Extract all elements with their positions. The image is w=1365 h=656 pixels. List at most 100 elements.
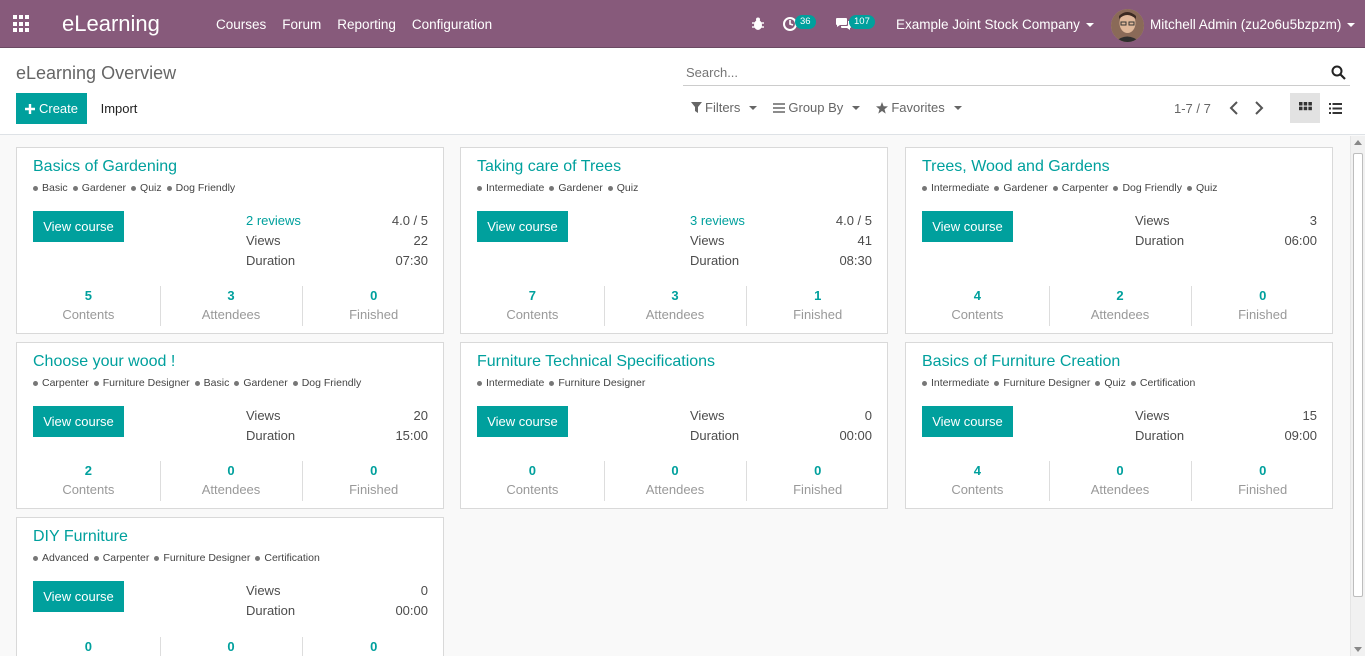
user-menu[interactable]: Mitchell Admin (zu2o6u5bzpzm): [1150, 17, 1356, 32]
views-label: Views: [1135, 408, 1170, 423]
company-switcher[interactable]: Example Joint Stock Company: [896, 17, 1094, 32]
contents-label: Contents: [951, 307, 1004, 322]
attendees-label: Attendees: [201, 482, 261, 497]
course-card[interactable]: Furniture Technical Specifications Inter…: [460, 342, 888, 509]
pager-next-icon[interactable]: [1253, 101, 1265, 115]
pager-previous-icon[interactable]: [1228, 101, 1240, 115]
activity-count-badge: 36: [795, 15, 816, 29]
search-options: Filters Group By Favorites: [691, 100, 978, 115]
apps-menu-icon[interactable]: [13, 15, 31, 33]
course-title[interactable]: DIY Furniture: [33, 528, 128, 545]
duration-label: Duration: [246, 603, 296, 618]
course-card[interactable]: Choose your wood ! Carpenter Furniture De…: [16, 342, 444, 509]
course-tag: Carpenter: [1053, 182, 1109, 194]
view-course-button[interactable]: View course: [922, 211, 1013, 242]
messages-chat-icon[interactable]: [835, 17, 852, 32]
view-course-button[interactable]: View course: [922, 406, 1013, 437]
contents-count: 5: [84, 288, 92, 303]
list-view-button[interactable]: [1320, 93, 1350, 123]
course-tag: Carpenter: [94, 552, 150, 564]
reviews-link[interactable]: 2 reviews: [246, 213, 301, 228]
attendees-counter[interactable]: 2 Attendees: [1048, 286, 1192, 326]
course-tag: Quiz: [1187, 182, 1218, 194]
rating-value: 4.0 / 5: [835, 213, 872, 228]
attendees-counter[interactable]: 3 Attendees: [159, 286, 303, 326]
course-title[interactable]: Choose your wood !: [33, 353, 176, 370]
course-card[interactable]: Taking care of Trees Intermediate Gardene…: [460, 147, 888, 334]
course-title[interactable]: Trees, Wood and Gardens: [922, 158, 1110, 175]
course-tag: Furniture Designer: [154, 552, 250, 564]
search-bar: [683, 60, 1350, 86]
course-title[interactable]: Basics of Gardening: [33, 158, 178, 175]
favorites-dropdown[interactable]: Favorites: [876, 100, 962, 115]
course-title[interactable]: Furniture Technical Specifications: [477, 353, 716, 370]
scroll-up-arrow-icon[interactable]: [1354, 140, 1362, 145]
course-tag: Gardener: [73, 182, 126, 194]
contents-counter[interactable]: 4 Contents: [906, 286, 1049, 326]
contents-count: 7: [528, 288, 536, 303]
attendees-counter[interactable]: 3 Attendees: [603, 286, 747, 326]
search-input[interactable]: [683, 60, 1283, 84]
user-avatar[interactable]: [1111, 9, 1144, 42]
view-course-button[interactable]: View course: [33, 406, 124, 437]
pager-value[interactable]: 1-7 / 7: [1174, 101, 1211, 116]
view-course-button[interactable]: View course: [477, 211, 568, 242]
filters-dropdown[interactable]: Filters: [691, 100, 758, 115]
course-tag: Dog Friendly: [167, 182, 236, 194]
course-card[interactable]: Basics of Furniture Creation Intermediat…: [905, 342, 1333, 509]
course-title[interactable]: Basics of Furniture Creation: [922, 353, 1121, 370]
app-brand[interactable]: eLearning: [62, 11, 160, 36]
contents-counter[interactable]: 2 Contents: [17, 461, 160, 501]
scroll-down-arrow-icon[interactable]: [1354, 647, 1362, 652]
view-course-button[interactable]: View course: [33, 211, 124, 242]
view-course-button[interactable]: View course: [33, 581, 124, 612]
user-name: Mitchell Admin (zu2o6u5bzpzm): [1150, 17, 1342, 32]
search-icon[interactable]: [1331, 65, 1346, 80]
create-button[interactable]: Create: [16, 93, 87, 124]
import-button[interactable]: Import: [92, 93, 146, 124]
views-label: Views: [246, 583, 281, 598]
views-value: 3: [1309, 213, 1317, 228]
course-counters: 4 Contents 0 Attendees 0 Finished: [906, 461, 1334, 501]
kanban-view-button[interactable]: [1290, 93, 1320, 123]
chevron-down-icon: [749, 105, 758, 110]
menu-item-courses[interactable]: Courses: [216, 17, 267, 32]
contents-counter[interactable]: 7 Contents: [461, 286, 604, 326]
groupby-dropdown[interactable]: Group By: [773, 100, 861, 115]
finished-counter[interactable]: 1 Finished: [746, 286, 889, 326]
contents-counter[interactable]: 5 Contents: [17, 286, 160, 326]
course-title[interactable]: Taking care of Trees: [477, 158, 622, 175]
contents-counter[interactable]: 4 Contents: [906, 461, 1049, 501]
course-tag: Intermediate: [477, 377, 544, 389]
contents-label: Contents: [62, 482, 115, 497]
finished-label: Finished: [349, 307, 399, 322]
menu-item-configuration[interactable]: Configuration: [411, 17, 493, 32]
view-course-button[interactable]: View course: [477, 406, 568, 437]
course-counters: 0 Contents 0 Attendees 0 Finished: [461, 461, 889, 501]
debug-bug-icon[interactable]: [751, 17, 765, 31]
finished-label: Finished: [1238, 482, 1288, 497]
course-card[interactable]: Trees, Wood and Gardens Intermediate Gard…: [905, 147, 1333, 334]
course-card[interactable]: Basics of Gardening Basic Gardener Quiz Dog…: [16, 147, 444, 334]
menu-item-reporting[interactable]: Reporting: [337, 17, 396, 32]
course-card[interactable]: DIY Furniture Advanced Carpenter Furniture…: [16, 517, 444, 656]
vertical-scrollbar[interactable]: [1350, 136, 1365, 656]
finished-label: Finished: [793, 307, 843, 322]
scrollbar-thumb[interactable]: [1353, 153, 1363, 597]
menu-item-forum[interactable]: Forum: [282, 17, 322, 32]
attendees-label: Attendees: [645, 307, 705, 322]
reviews-link[interactable]: 3 reviews: [690, 213, 745, 228]
favorites-label: Favorites: [891, 100, 945, 115]
